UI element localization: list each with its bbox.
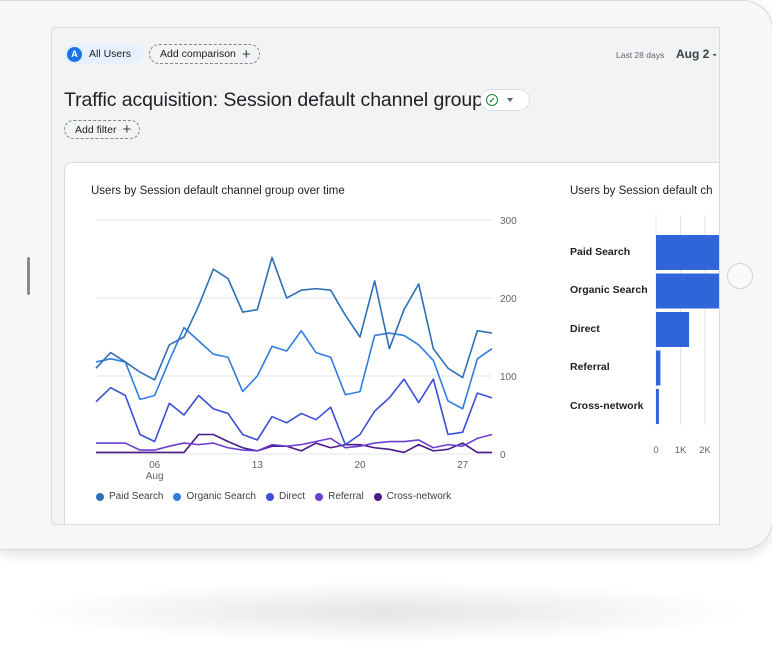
legend-dot-icon (265, 492, 274, 501)
y-tick-label: 100 (500, 372, 517, 383)
bar-category-label: Paid Search (570, 245, 631, 258)
bar-direct[interactable] (656, 312, 690, 347)
line-chart-title: Users by Session default channel group o… (91, 185, 345, 197)
legend-label: Organic Search (186, 491, 256, 502)
bar-category-label: Direct (570, 322, 600, 335)
legend-dot-icon (96, 492, 104, 501)
add-comparison-label: Add comparison (160, 48, 236, 60)
segment-avatar: A (67, 46, 82, 62)
x-tick-sublabel: Aug (146, 471, 164, 482)
bar-cross-network[interactable] (656, 389, 659, 424)
series-line-referral (96, 433, 493, 452)
analytics-screen: A All Users Add comparison + Last 28 day… (51, 27, 720, 525)
plus-icon: + (122, 121, 132, 138)
date-range-label: Last 28 days (616, 50, 665, 60)
x-tick-label: 13 (252, 460, 264, 471)
bar-organic-search[interactable] (656, 273, 720, 309)
legend-item[interactable]: Paid Search (96, 491, 163, 502)
legend-dot-icon (373, 492, 382, 501)
chevron-down-icon (507, 98, 513, 102)
bar-category-label: Cross-network (570, 399, 644, 412)
bar-axis-tick-label: 0 (653, 445, 659, 456)
date-range-picker[interactable]: Aug 2 - (676, 47, 717, 61)
bar-axis-tick-label: 1K (674, 445, 687, 456)
x-tick-label: 06 (149, 460, 161, 471)
legend-item[interactable]: Cross-network (373, 491, 452, 502)
legend-label: Cross-network (386, 491, 452, 502)
legend-label: Referral (328, 491, 364, 502)
add-filter-button[interactable]: Add filter + (64, 120, 141, 139)
y-tick-label: 0 (500, 450, 506, 461)
series-line-paid-search (95, 256, 493, 381)
y-tick-label: 300 (500, 216, 517, 227)
tablet-home-button (727, 263, 753, 289)
bar-chart-title: Users by Session default ch (570, 185, 713, 197)
bar-axis-tick-label: 2K (699, 445, 711, 456)
series-line-organic-search (95, 326, 493, 410)
series-line-cross-network (96, 433, 492, 454)
legend-item[interactable]: Referral (315, 491, 364, 502)
segment-label: All Users (89, 48, 132, 60)
chart-legend: Paid Search Organic Search Direct Referral C… (96, 491, 461, 502)
plus-icon: + (241, 45, 251, 63)
legend-dot-icon (315, 492, 324, 501)
legend-item[interactable]: Direct (265, 491, 306, 502)
add-comparison-button[interactable]: Add comparison + (149, 44, 260, 64)
bar-chart (655, 215, 720, 425)
legend-label: Direct (278, 491, 306, 502)
page-title: Traffic acquisition: Session default cha… (64, 89, 483, 111)
legend-label: Paid Search (109, 491, 164, 502)
series-line-direct (95, 378, 493, 446)
report-status-dropdown[interactable]: ✓ (480, 89, 530, 111)
add-filter-label: Add filter (75, 123, 117, 136)
bar-referral[interactable] (656, 350, 661, 386)
tablet-side-button (27, 257, 30, 295)
tablet-frame: A All Users Add comparison + Last 28 day… (0, 0, 772, 550)
bar-category-label: Organic Search (570, 284, 648, 296)
bar-paid-search[interactable] (656, 235, 720, 270)
report-card: Users by Session default channel group o… (64, 162, 720, 524)
check-circle-icon: ✓ (486, 94, 498, 106)
legend-item[interactable]: Organic Search (173, 491, 256, 502)
legend-dot-icon (173, 492, 182, 501)
y-tick-label: 200 (500, 294, 517, 305)
bar-category-label: Referral (570, 361, 610, 373)
tablet-floor-shadow (30, 582, 742, 642)
x-tick-label: 27 (457, 460, 469, 471)
segment-chip-all-users[interactable]: A All Users (64, 44, 144, 64)
x-tick-label: 20 (354, 460, 366, 471)
